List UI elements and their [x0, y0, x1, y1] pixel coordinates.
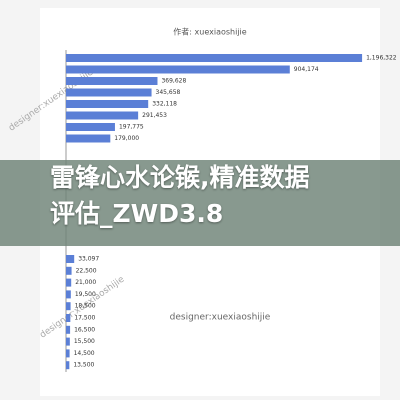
- value-label: 16,500: [74, 326, 95, 333]
- value-label: 291,453: [142, 112, 167, 119]
- bar: [66, 290, 71, 299]
- value-label: 904,174: [294, 66, 319, 73]
- bar: [66, 314, 71, 322]
- bar: [66, 361, 70, 370]
- value-label: 14,500: [74, 350, 95, 357]
- watermark: designer:xuexiaoshijie: [170, 313, 271, 323]
- value-label: 21,000: [75, 279, 96, 286]
- value-label: 197,775: [119, 124, 144, 131]
- value-label: 345,658: [156, 89, 181, 96]
- bar: [66, 111, 139, 120]
- value-label: 17,500: [74, 315, 95, 322]
- bar: [66, 77, 158, 85]
- bar: [66, 255, 75, 263]
- value-label: 179,000: [114, 135, 139, 142]
- value-label: 18,500: [75, 303, 96, 310]
- value-label: 15,500: [74, 338, 95, 345]
- value-label: 19,500: [75, 291, 96, 298]
- bar: [66, 88, 152, 97]
- bar: [66, 337, 70, 346]
- value-label: 13,500: [73, 362, 94, 369]
- overlay-banner: 雷锋心水论𬭤,精准数据 评估_ZWD3.8: [0, 160, 400, 246]
- bar: [66, 134, 111, 143]
- bar: [66, 100, 149, 108]
- value-label: 22,500: [76, 267, 97, 274]
- value-label: 33,097: [78, 256, 99, 263]
- value-label: 332,118: [152, 101, 177, 108]
- bar: [66, 123, 115, 131]
- chart-subtitle: 作者: xuexiaoshijie: [173, 27, 246, 37]
- bar: [66, 278, 72, 287]
- bar: [66, 65, 290, 74]
- bar: [66, 54, 363, 62]
- bar: [66, 349, 70, 358]
- bar: [66, 325, 71, 334]
- value-label: 1,196,322: [366, 55, 397, 62]
- value-label: 369,628: [161, 78, 186, 85]
- bar: [66, 302, 71, 311]
- overlay-text: 雷锋心水论𬭤,精准数据: [50, 163, 310, 192]
- bar: [66, 266, 72, 275]
- overlay-text: 评估_ZWD3.8: [50, 199, 224, 228]
